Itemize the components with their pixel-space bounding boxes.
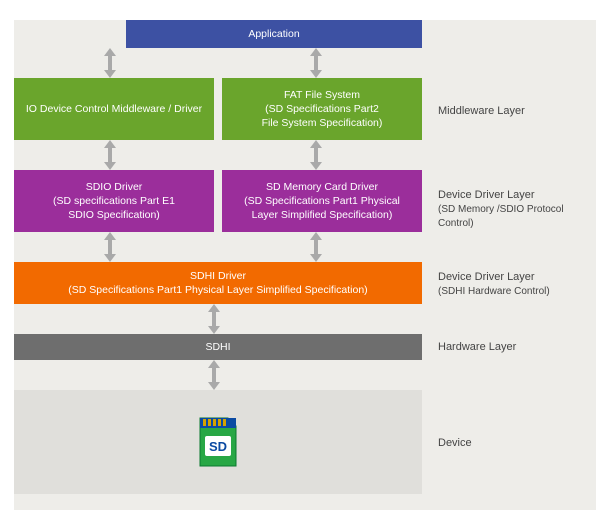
node-label: SD Memory Card Driver bbox=[266, 180, 378, 194]
arrow-bidirectional bbox=[104, 232, 116, 262]
layer-label-middleware: Middleware Layer bbox=[438, 104, 525, 119]
arrow-bidirectional bbox=[104, 48, 116, 78]
node-label: SDHI Driver bbox=[190, 269, 246, 283]
arrow-bidirectional bbox=[310, 232, 322, 262]
node-label: (SD Specifications Part1 Physical Layer … bbox=[68, 283, 367, 297]
svg-text:SD: SD bbox=[209, 439, 227, 454]
arrow-bidirectional bbox=[208, 360, 220, 390]
node-label: SDIO Driver bbox=[86, 180, 143, 194]
arrow-bidirectional bbox=[208, 304, 220, 334]
node-label: FAT File System bbox=[284, 88, 360, 102]
node-label: (SD Specifications Part1 Physical bbox=[244, 194, 400, 208]
node-label: IO Device Control Middleware / Driver bbox=[26, 102, 202, 116]
node-sdhi: SDHI bbox=[14, 334, 422, 360]
node-sdio-driver: SDIO Driver (SD specifications Part E1 S… bbox=[14, 170, 214, 232]
diagram-canvas: Application IO Device Control Middleware… bbox=[14, 20, 596, 510]
node-io-middleware: IO Device Control Middleware / Driver bbox=[14, 78, 214, 140]
arrow-bidirectional bbox=[310, 48, 322, 78]
node-label: Layer Simplified Specification) bbox=[252, 208, 393, 222]
layer-label-device-driver-2b: (SDHI Hardware Control) bbox=[438, 285, 550, 299]
arrow-bidirectional bbox=[104, 140, 116, 170]
node-label: (SD Specifications Part2 bbox=[265, 102, 379, 116]
node-label: SDIO Specification) bbox=[68, 208, 160, 222]
node-label: (SD specifications Part E1 bbox=[53, 194, 175, 208]
layer-label-device-driver-1b: (SD Memory /SDIO Protocol Control) bbox=[438, 203, 596, 230]
node-sd-memory-driver: SD Memory Card Driver (SD Specifications… bbox=[222, 170, 422, 232]
layer-label-device-driver-1a: Device Driver Layer bbox=[438, 188, 535, 203]
node-sdhi-driver: SDHI Driver (SD Specifications Part1 Phy… bbox=[14, 262, 422, 304]
layer-label-device-driver-2a: Device Driver Layer bbox=[438, 270, 535, 285]
node-application: Application bbox=[126, 20, 422, 48]
node-label: SDHI bbox=[205, 340, 230, 354]
node-fat-filesystem: FAT File System (SD Specifications Part2… bbox=[222, 78, 422, 140]
layer-label-device: Device bbox=[438, 436, 472, 451]
node-label: File System Specification) bbox=[262, 116, 383, 130]
arrow-bidirectional bbox=[310, 140, 322, 170]
layer-label-hardware: Hardware Layer bbox=[438, 340, 516, 355]
node-label: Application bbox=[248, 27, 299, 41]
sd-card-icon: SD bbox=[196, 414, 242, 470]
